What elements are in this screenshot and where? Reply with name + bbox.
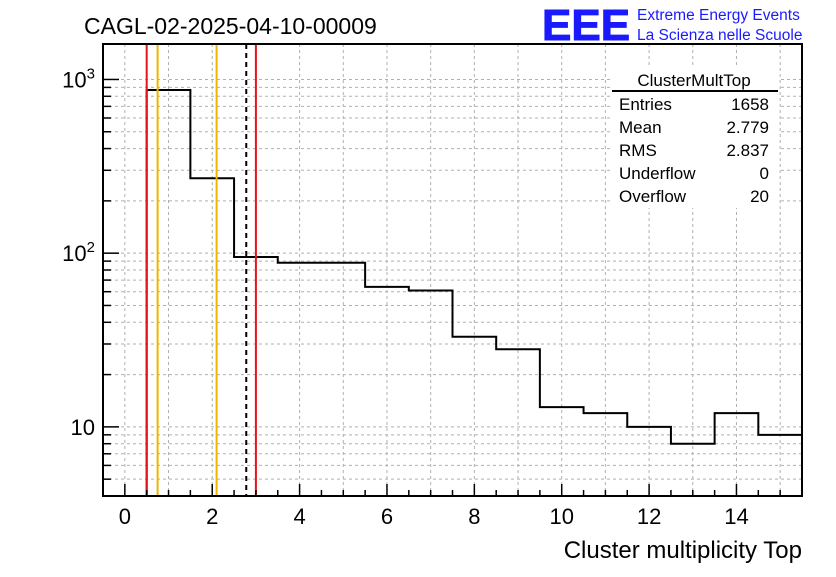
stats-value: 2.837	[726, 141, 769, 160]
stats-value: 1658	[731, 95, 769, 114]
axes: 0 2 4 6 8 10 12 14 10 102 103	[62, 43, 803, 529]
logo-line-1: Extreme Energy Events	[637, 7, 800, 24]
x-axis-label: Cluster multiplicity Top	[564, 537, 802, 564]
stats-label: Mean	[619, 118, 662, 137]
y-tick-label: 102	[62, 239, 95, 266]
x-tick-label: 12	[637, 504, 661, 529]
stats-label: RMS	[619, 141, 657, 160]
x-tick-label: 8	[468, 504, 480, 529]
x-tick-label: 2	[206, 504, 218, 529]
x-tick-label: 10	[549, 504, 573, 529]
y-tick-label: 103	[62, 65, 95, 92]
stats-value: 0	[760, 164, 769, 183]
chart-title: CAGL-02-2025-04-10-00009	[84, 13, 377, 39]
logo-mark: EEE	[542, 1, 630, 50]
histogram-outline	[103, 88, 802, 497]
stats-value: 2.779	[726, 118, 769, 137]
logo-line-2: La Scienza nelle Scuole	[637, 27, 802, 44]
stats-label: Underflow	[619, 164, 696, 183]
y-tick-label: 10	[71, 415, 95, 440]
x-tick-label: 0	[119, 504, 131, 529]
eee-logo: EEE Extreme Energy Events La Scienza nel…	[542, 1, 803, 51]
histogram	[103, 88, 802, 497]
stats-label: Entries	[619, 95, 672, 114]
marker-lines	[145, 44, 257, 496]
stats-value: 20	[750, 187, 769, 206]
x-tick-label: 6	[381, 504, 393, 529]
x-tick-label: 14	[724, 504, 748, 529]
stats-label: Overflow	[619, 187, 687, 206]
stats-title: ClusterMultTop	[637, 71, 750, 90]
stats-rows: Entries 1658 Mean 2.779 RMS 2.837 Underflow 0 Ov…	[619, 95, 769, 206]
stats-box: ClusterMultTop Entries 1658 Mean 2.779 RMS 2.…	[612, 68, 778, 208]
x-tick-label: 4	[293, 504, 305, 529]
